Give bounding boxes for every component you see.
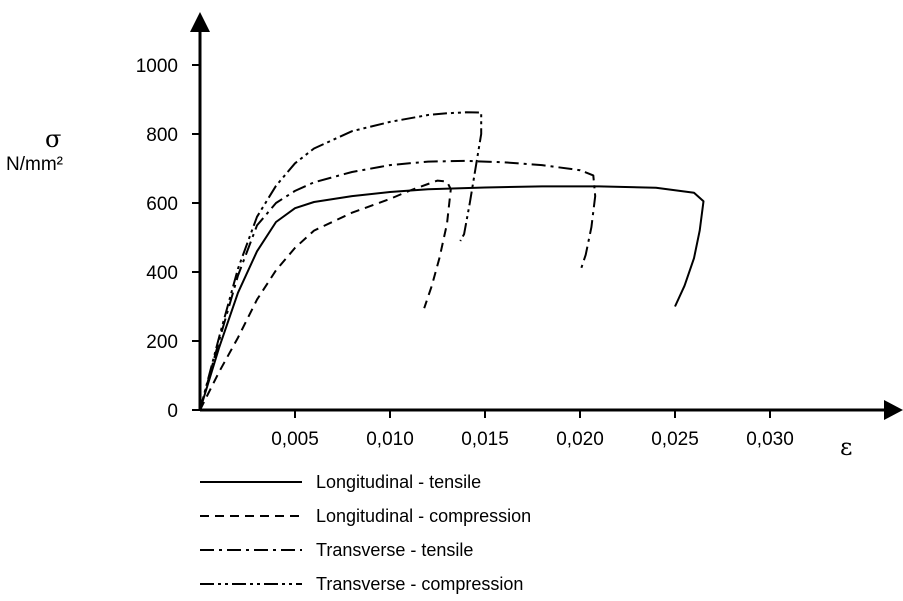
- y-axis-unit: N/mm²: [6, 154, 63, 175]
- y-tick-label: 0: [167, 401, 178, 422]
- legend: Longitudinal - tensile Longitudinal - com…: [200, 472, 531, 594]
- x-tick-label: 0,020: [556, 429, 604, 450]
- y-tick-label: 1000: [136, 56, 178, 77]
- series-line-3: [199, 159, 597, 411]
- x-tick-label: 0,025: [651, 429, 699, 450]
- x-axis-arrow: [884, 400, 903, 420]
- x-axis-label: ε: [840, 433, 852, 461]
- y-tick-label: 400: [146, 263, 178, 284]
- y-tick-label: 200: [146, 332, 178, 353]
- y-axis-label: σ: [45, 125, 61, 153]
- y-axis-arrow: [190, 12, 210, 32]
- legend-label-4: Transverse - compression: [316, 574, 523, 594]
- series-line-2: [199, 179, 452, 411]
- x-tick-label: 0,030: [746, 429, 794, 450]
- x-tick-label: 0,005: [271, 429, 319, 450]
- series-group: [199, 111, 705, 411]
- legend-label-3: Transverse - tensile: [316, 540, 473, 560]
- x-tick-label: 0,015: [461, 429, 509, 450]
- x-tick-group: 0,005 0,010 0,015 0,020 0,025 0,030: [271, 410, 794, 450]
- y-tick-group: 0 200 400 600 800 1000: [136, 56, 200, 422]
- legend-label-1: Longitudinal - tensile: [316, 472, 481, 492]
- x-tick-label: 0,010: [366, 429, 414, 450]
- y-tick-label: 600: [146, 194, 178, 215]
- series-line-4: [199, 111, 483, 411]
- legend-label-2: Longitudinal - compression: [316, 506, 531, 526]
- series-line-1: [199, 185, 705, 411]
- y-tick-label: 800: [146, 125, 178, 146]
